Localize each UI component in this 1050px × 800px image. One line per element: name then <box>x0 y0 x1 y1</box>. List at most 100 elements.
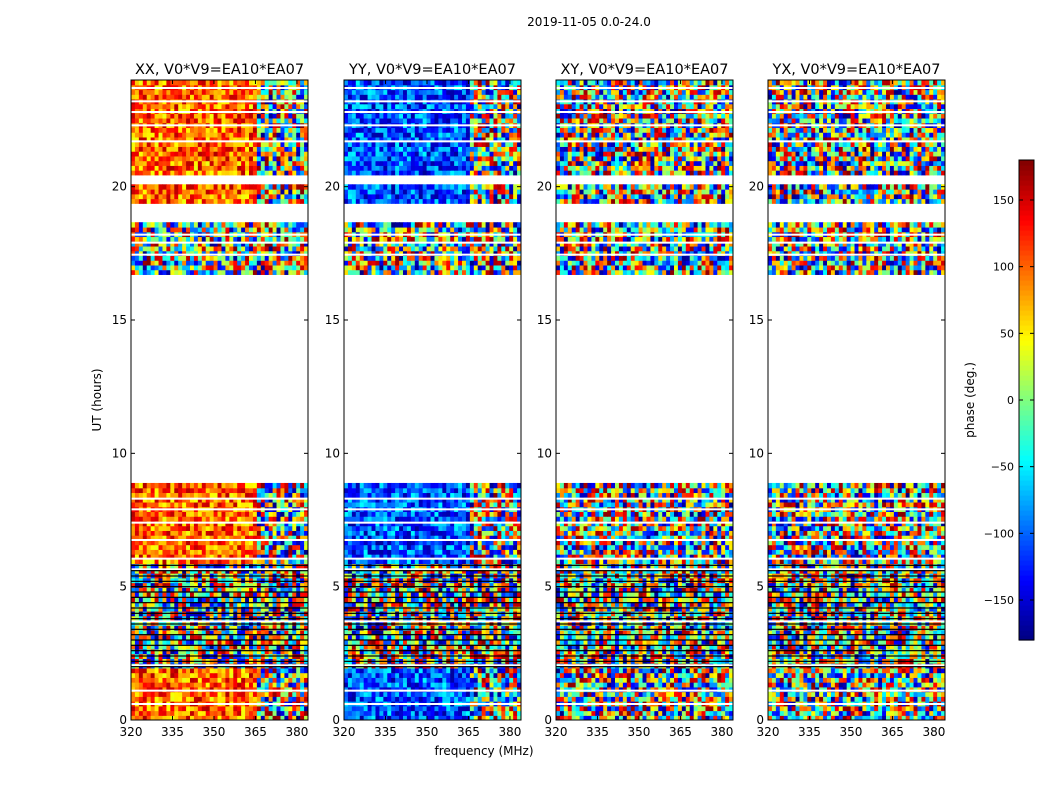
heatmap-cell <box>296 677 301 683</box>
heatmap-cell <box>241 582 246 588</box>
flag-line <box>131 620 308 623</box>
heatmap-cell <box>190 696 195 702</box>
heatmap-cell <box>186 222 191 228</box>
heatmap-cell <box>233 482 238 489</box>
heatmap-cell <box>170 682 175 688</box>
heatmap-cell <box>304 544 308 550</box>
heatmap-cell <box>213 691 219 697</box>
heatmap-cell <box>131 592 136 598</box>
heatmap-cell <box>245 155 250 162</box>
heatmap-cell <box>284 554 289 560</box>
heatmap-cell <box>458 715 463 720</box>
heatmap-cell <box>162 264 167 271</box>
heatmap-cell <box>245 245 250 252</box>
heatmap-cell <box>359 639 365 645</box>
heatmap-cell <box>174 492 179 498</box>
heatmap-cell <box>280 193 285 200</box>
heatmap-cell <box>256 250 262 257</box>
heatmap-cell <box>249 245 254 252</box>
heatmap-cell <box>229 103 234 110</box>
heatmap-cell <box>292 682 297 688</box>
heatmap-cell <box>280 260 285 266</box>
heatmap-cell <box>399 639 404 645</box>
heatmap-cell <box>193 165 199 171</box>
heatmap-cell <box>178 482 183 489</box>
heatmap-cell <box>268 260 274 266</box>
heatmap-cell <box>442 639 447 645</box>
heatmap-cell <box>174 136 179 143</box>
heatmap-cell <box>260 715 266 720</box>
heatmap-cell <box>292 696 297 702</box>
heatmap-cell <box>304 525 308 531</box>
heatmap-cell <box>465 644 471 650</box>
heatmap-cell <box>288 525 293 531</box>
heatmap-cell <box>458 691 463 697</box>
heatmap-cell <box>359 677 365 683</box>
heatmap-cell <box>430 629 436 636</box>
heatmap-cell <box>509 686 514 693</box>
heatmap-cell <box>454 620 459 626</box>
heatmap-cell <box>501 686 506 693</box>
heatmap-cell <box>162 539 167 546</box>
heatmap-cell <box>213 189 219 195</box>
y-tick-label: 5 <box>119 580 127 594</box>
heatmap-cell <box>450 620 455 626</box>
heatmap-cell <box>292 563 297 569</box>
heatmap-cell <box>493 667 498 674</box>
heatmap-cell <box>178 117 183 124</box>
heatmap-cell <box>260 667 266 674</box>
heatmap-cell <box>233 155 238 162</box>
heatmap-cell <box>178 677 183 683</box>
heatmap-cell <box>186 241 191 247</box>
heatmap-cell <box>249 260 254 266</box>
heatmap-cell <box>229 625 234 631</box>
heatmap-cell <box>170 592 175 598</box>
heatmap-cell <box>162 677 167 683</box>
heatmap-cell <box>166 189 171 195</box>
heatmap-cell <box>245 94 250 100</box>
heatmap-cell <box>233 222 238 228</box>
heatmap-cell <box>256 141 262 147</box>
heatmap-cell <box>197 705 203 712</box>
heatmap-cell <box>174 264 179 271</box>
heatmap-cell <box>505 672 510 678</box>
heatmap-cell <box>245 620 250 626</box>
heatmap-cell <box>268 620 274 626</box>
heatmap-cell <box>485 686 491 693</box>
heatmap-cell <box>154 241 160 247</box>
heatmap-cell <box>138 710 144 716</box>
heatmap-cell <box>142 189 148 195</box>
heatmap-cell <box>131 544 136 550</box>
heatmap-cell <box>131 245 136 252</box>
heatmap-cell <box>465 672 471 678</box>
heatmap-cell <box>134 710 140 716</box>
heatmap-cell <box>233 530 238 536</box>
flag-line-dark <box>131 570 308 572</box>
heatmap-cell <box>292 691 297 697</box>
heatmap-cell <box>209 103 215 110</box>
heatmap-cell <box>182 601 187 607</box>
heatmap-cell <box>225 141 230 147</box>
heatmap-cell <box>225 549 230 555</box>
heatmap-cell <box>276 226 282 233</box>
heatmap-cell <box>186 558 191 565</box>
heatmap-cell <box>158 160 164 166</box>
heatmap-cell <box>272 264 278 271</box>
heatmap-cell <box>217 132 223 138</box>
heatmap-cell <box>418 691 424 697</box>
heatmap-cell <box>252 582 258 588</box>
heatmap-cell <box>276 103 282 110</box>
heatmap-cell <box>379 705 384 712</box>
heatmap-cell <box>288 554 293 560</box>
heatmap-cell <box>288 620 293 626</box>
heatmap-cell <box>260 245 266 252</box>
heatmap-cell <box>170 625 175 631</box>
flag-line-dark <box>131 591 308 593</box>
heatmap-cell <box>166 141 171 147</box>
heatmap-cell <box>517 606 521 612</box>
heatmap-cell <box>288 715 293 720</box>
heatmap-cell <box>304 592 308 598</box>
heatmap-cell <box>190 544 195 550</box>
heatmap-cell <box>363 696 369 702</box>
heatmap-cell <box>146 596 152 603</box>
